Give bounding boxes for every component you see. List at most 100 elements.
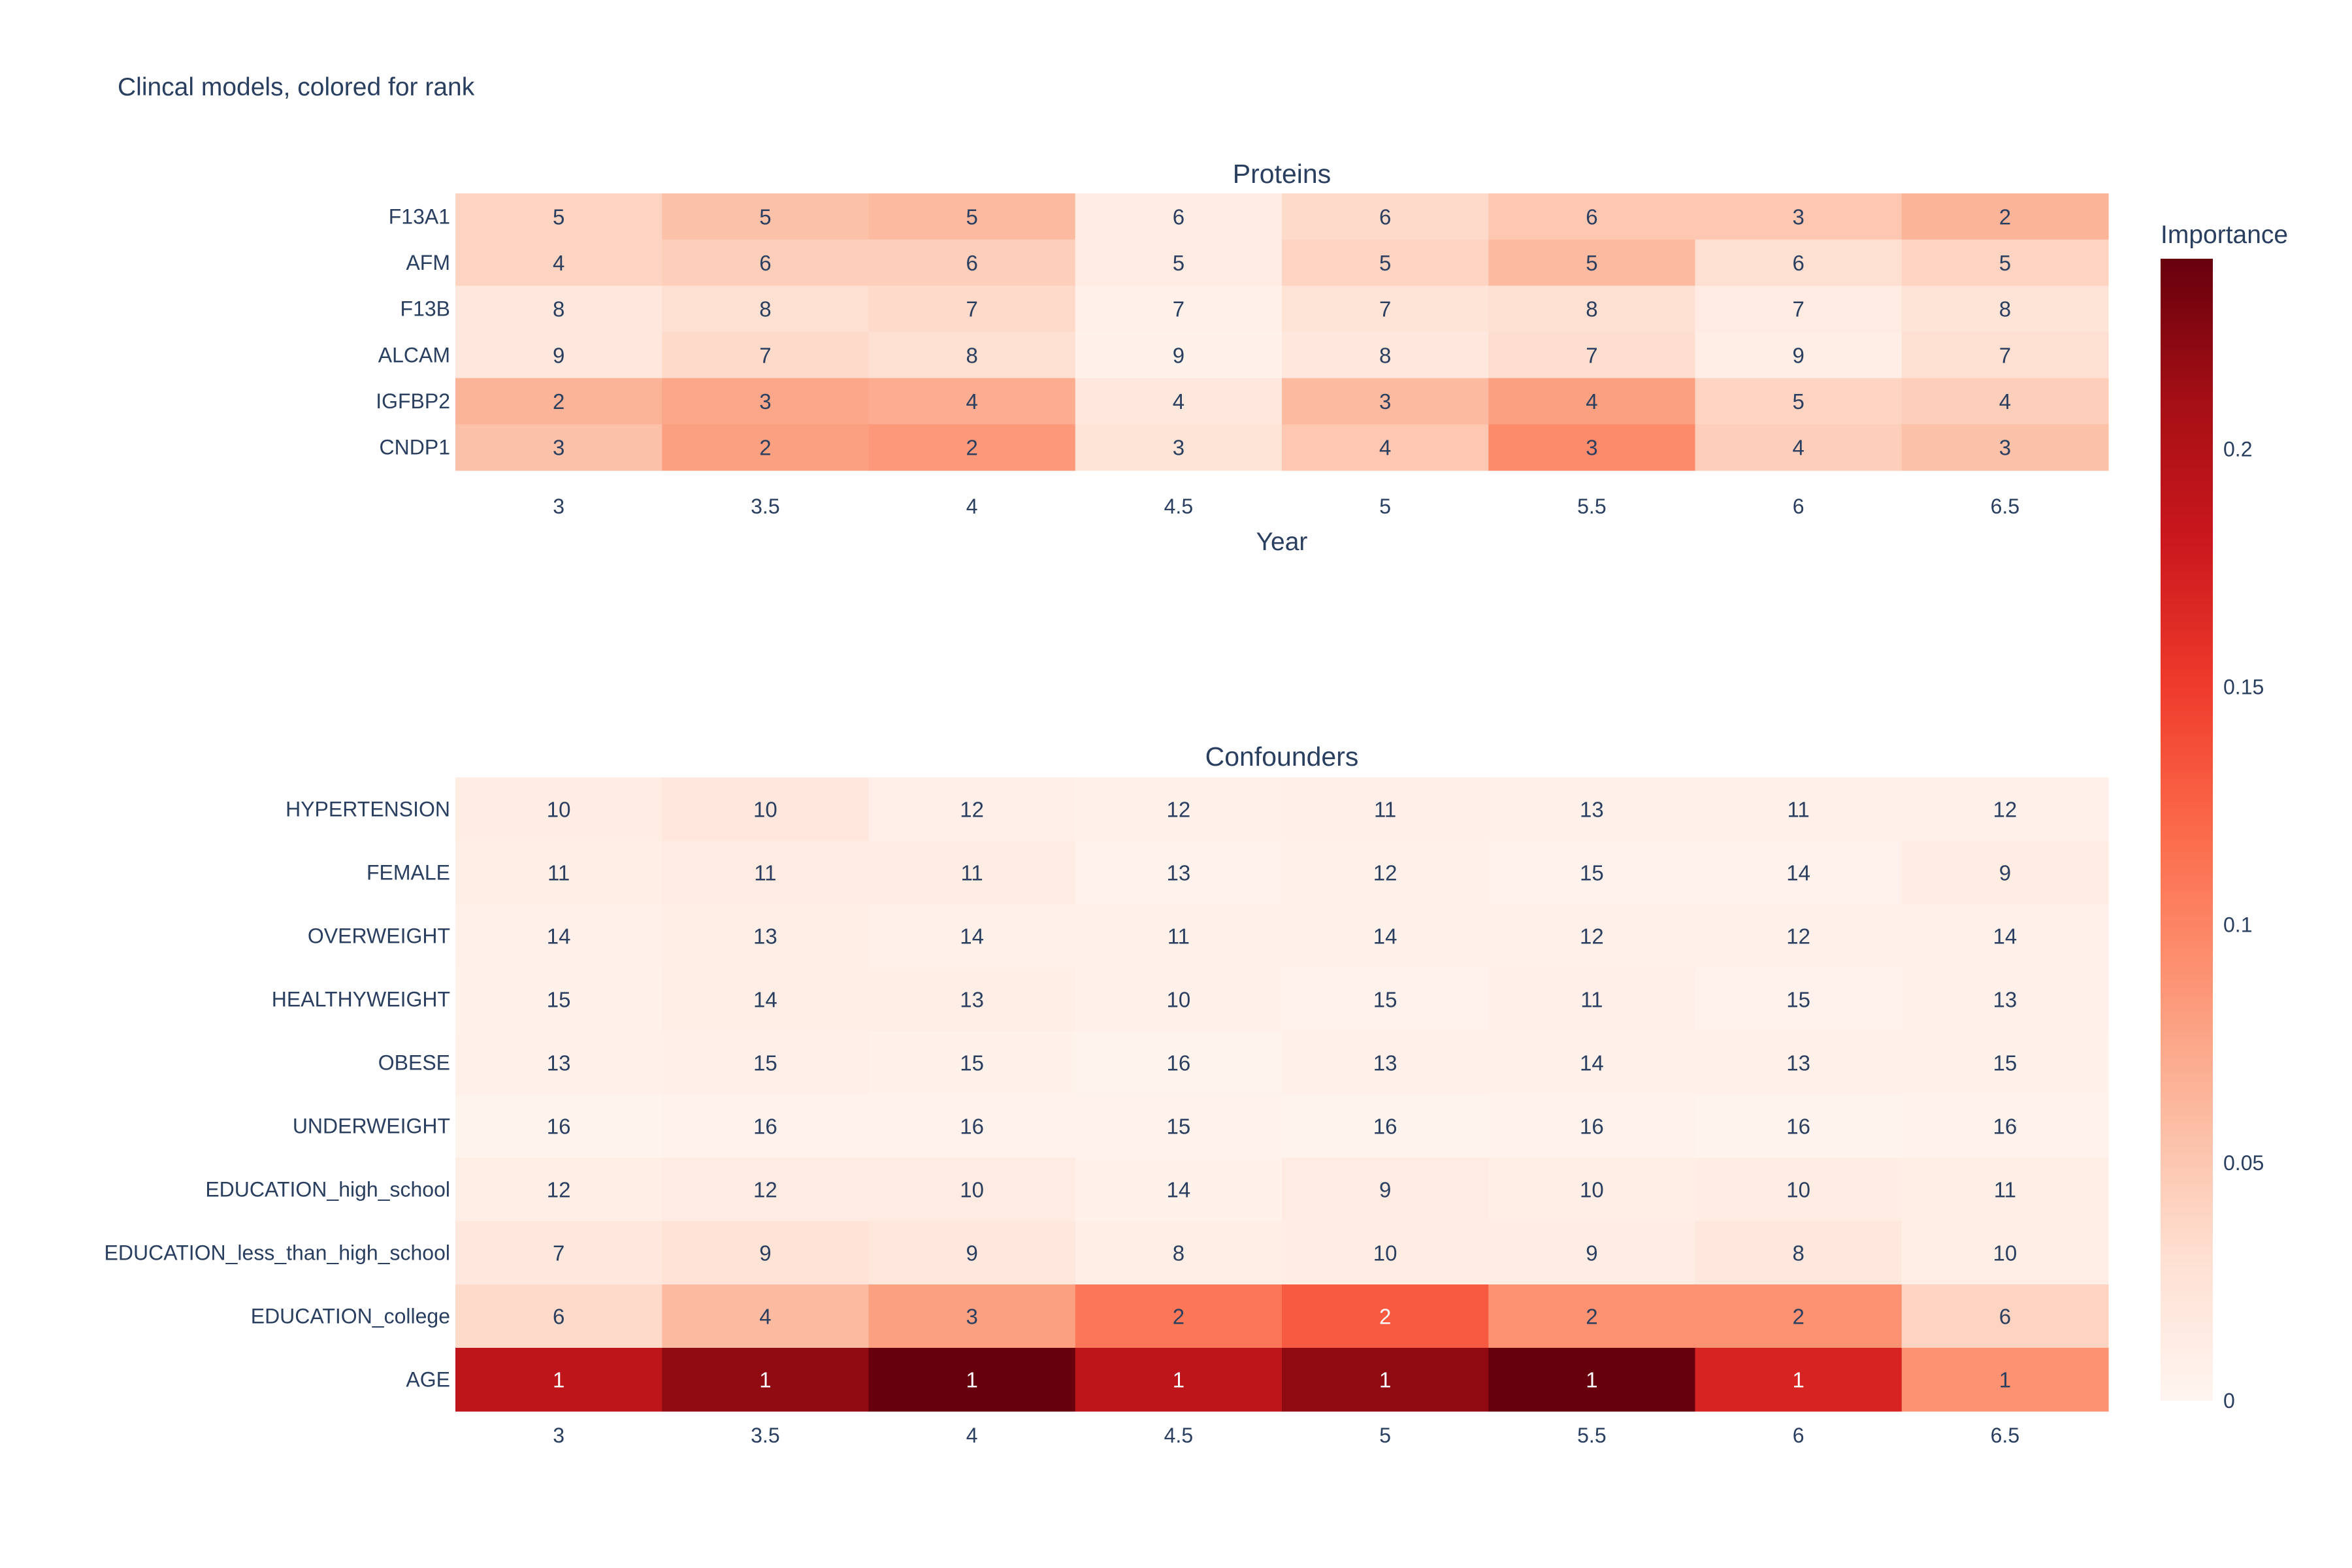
heatmap-cell [1695,1094,1903,1158]
heatmap-cell [662,193,870,240]
heatmap-cell [1695,1031,1903,1095]
cell-rank-label: 8 [1792,1241,1804,1266]
heatmap-cell [1282,968,1489,1032]
heatmap-cell [1075,193,1282,240]
colorbar: Importance 0 0.05 0.1 0.15 0.2 [2161,221,2288,1413]
cell-rank-label: 16 [1786,1115,1810,1139]
cell-rank-label: 12 [1167,798,1191,822]
x-tick-label: 5.5 [1577,495,1606,518]
cell-rank-label: 15 [1373,988,1397,1012]
cell-rank-label: 9 [553,343,564,367]
cell-rank-label: 13 [1786,1051,1810,1075]
heatmap-cell [1488,1221,1696,1285]
cell-rank-label: 1 [1586,1368,1597,1392]
heatmap-cell [868,1284,1076,1348]
cell-rank-label: 14 [1786,861,1810,885]
heatmap-cell [1488,1094,1696,1158]
cell-rank-label: 2 [553,389,564,414]
x-tick-label: 4.5 [1164,1424,1193,1447]
heatmap-cell [1075,286,1282,333]
cell-rank-label: 9 [966,1241,977,1266]
heatmap-cell [1282,841,1489,905]
cell-rank-label: 16 [1373,1115,1397,1139]
x-tick-label: 6 [1793,1424,1805,1447]
heatmap-cell [1488,904,1696,968]
heatmap-cell [1695,904,1903,968]
cell-rank-label: 6 [966,251,977,275]
y-tick-label: OBESE [378,1051,450,1075]
cell-rank-label: 8 [1999,297,2011,321]
cell-rank-label: 13 [1167,861,1191,885]
x-tick-label: 4.5 [1164,495,1193,518]
heatmap-cell [1075,1348,1282,1412]
heatmap-cell [455,378,662,425]
heatmap-cell [1282,1284,1489,1348]
cell-rank-label: 16 [960,1115,984,1139]
cell-rank-label: 12 [1993,798,2017,822]
x-tick-label: 3.5 [751,495,779,518]
heatmap-cell [1075,1094,1282,1158]
heatmap-cell [1075,904,1282,968]
cell-rank-label: 13 [1580,798,1604,822]
cell-rank-label: 14 [1167,1178,1191,1202]
heatmap-cell [455,1031,662,1095]
cell-rank-label: 6 [1792,251,1804,275]
cell-rank-label: 11 [1580,988,1603,1012]
heatmap-cell [1075,332,1282,379]
heatmap-cell [662,424,870,471]
cell-rank-label: 11 [1994,1178,2016,1202]
heatmap-cell [1488,968,1696,1032]
cell-rank-label: 12 [1786,924,1810,949]
heatmap-cell [1075,1284,1282,1348]
x-tick-label: 3.5 [751,1424,779,1447]
cell-rank-label: 7 [1999,343,2011,367]
cell-rank-label: 7 [1586,343,1597,367]
heatmap-cell [1695,968,1903,1032]
cell-rank-label: 3 [1379,389,1391,414]
heatmap-cell [455,1348,662,1412]
heatmap-cell [1488,193,1696,240]
heatmap-cell [1075,378,1282,425]
cell-rank-label: 8 [1586,297,1597,321]
cell-rank-label: 7 [966,297,977,321]
heatmap-cell [1282,193,1489,240]
heatmap-cell [455,841,662,905]
cell-rank-label: 7 [553,1241,564,1266]
heatmap-cell [662,1094,870,1158]
cell-rank-label: 8 [1379,343,1391,367]
heatmap-cell [1901,424,2109,471]
cell-rank-label: 5 [1792,389,1804,414]
y-tick-label: F13A1 [389,204,450,228]
heatmap-cell [1695,777,1903,841]
heatmap-cell [1075,1221,1282,1285]
heatmap-cell [1901,968,2109,1032]
panel-title: Confounders [1205,742,1359,772]
cell-rank-label: 12 [1580,924,1604,949]
heatmap-cell [1488,239,1696,286]
cell-rank-label: 2 [1999,204,2011,229]
cell-rank-label: 8 [1173,1241,1184,1266]
cell-rank-label: 7 [1792,297,1804,321]
heatmap-cell [1695,239,1903,286]
heatmap-cell [1282,777,1489,841]
heatmap-cell [868,904,1076,968]
cell-rank-label: 12 [1373,861,1397,885]
heatmap-cell [1901,239,2109,286]
cell-rank-label: 4 [553,251,564,275]
cell-rank-label: 7 [1173,297,1184,321]
y-tick-label: EDUCATION_high_school [205,1178,450,1201]
colorbar-tick-label: 0.1 [2223,913,2252,937]
heatmap-cell [662,239,870,286]
cell-rank-label: 13 [1993,988,2017,1012]
cell-rank-label: 14 [1373,924,1397,949]
colorbar-tick-label: 0.05 [2223,1151,2264,1175]
heatmap-cell [1488,424,1696,471]
cell-rank-label: 15 [753,1051,777,1075]
x-tick-label: 4 [966,1424,978,1447]
cell-rank-label: 5 [1379,251,1391,275]
cell-rank-label: 2 [1586,1305,1597,1329]
cell-rank-label: 4 [1173,389,1184,414]
cell-rank-label: 5 [553,204,564,229]
